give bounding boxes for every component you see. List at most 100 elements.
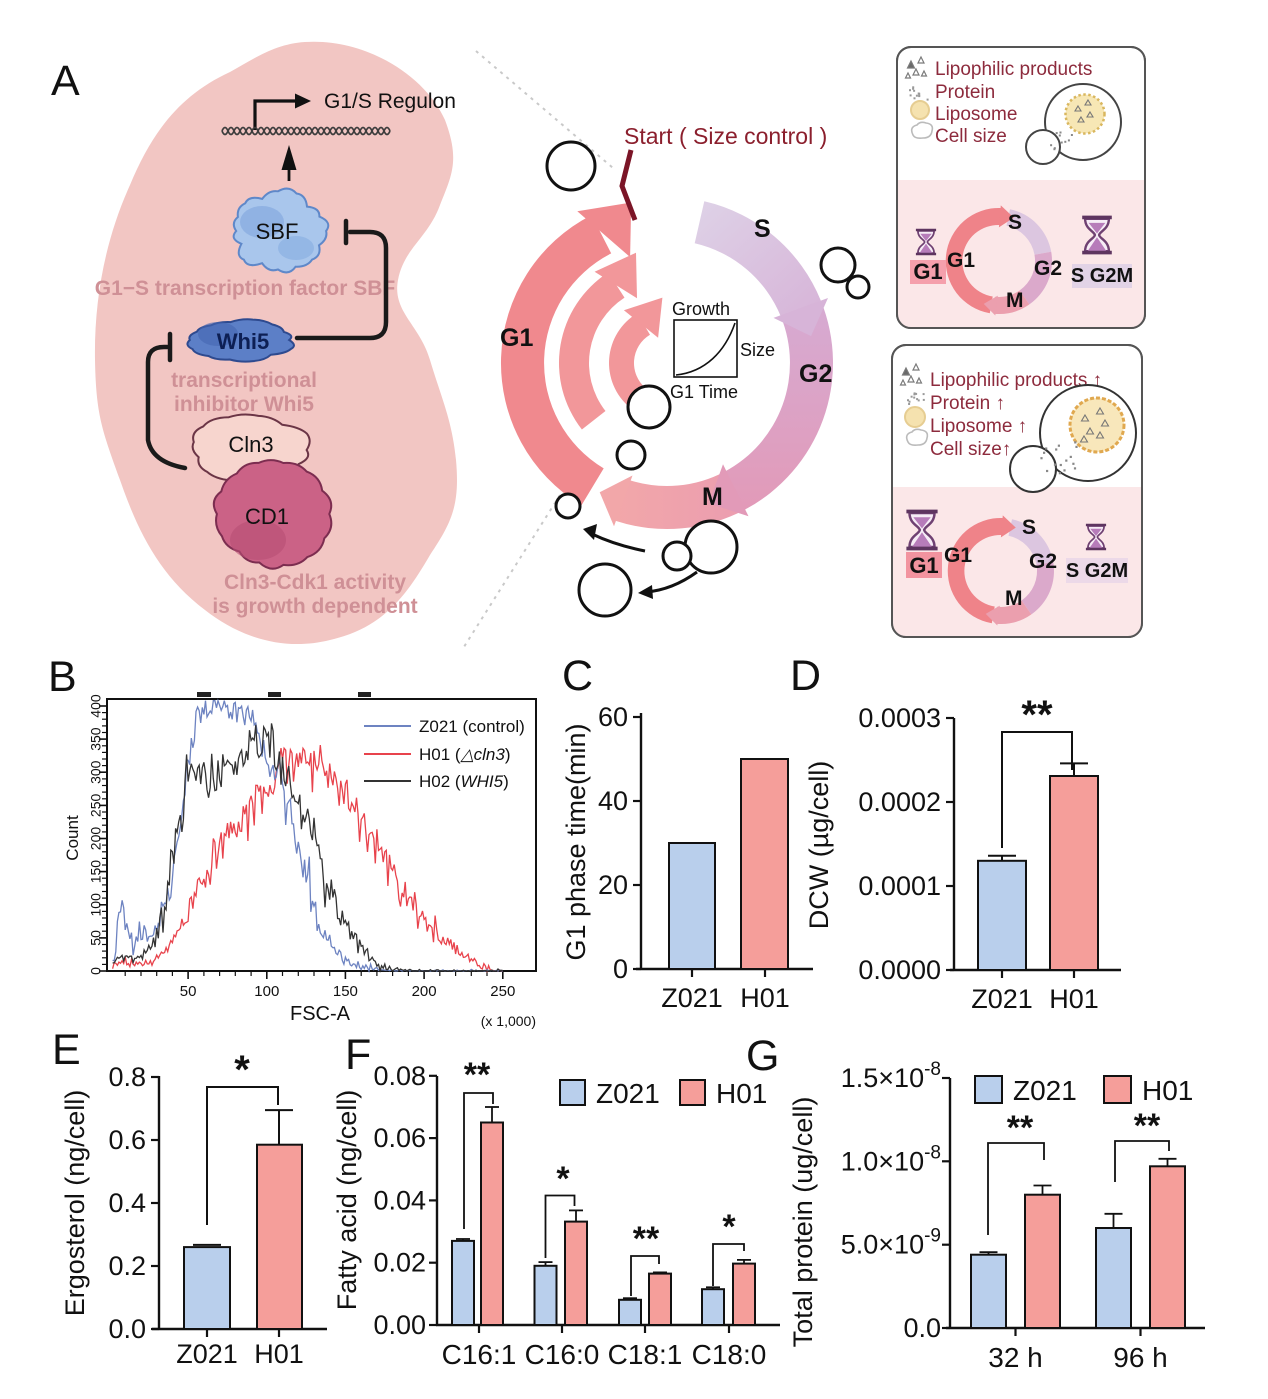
svg-text:200: 200: [412, 983, 437, 1000]
svg-text:Z021: Z021: [971, 984, 1033, 1014]
svg-text:C18:0: C18:0: [692, 1339, 767, 1370]
svg-text:Z021: Z021: [1013, 1075, 1077, 1106]
svg-text:Z021: Z021: [661, 983, 723, 1013]
svg-text:Z021 (control): Z021 (control): [419, 717, 525, 736]
svg-text:H01: H01: [740, 983, 790, 1013]
svg-text:CD1: CD1: [245, 504, 289, 529]
svg-text:Fatty acid (ng/cell): Fatty acid (ng/cell): [332, 1090, 362, 1311]
svg-text:D: D: [790, 652, 821, 700]
svg-text:*: *: [556, 1160, 570, 1198]
svg-text:G1: G1: [913, 259, 942, 284]
svg-text:*: *: [722, 1208, 736, 1246]
svg-text:0.4: 0.4: [108, 1188, 146, 1218]
svg-text:0.06: 0.06: [373, 1123, 426, 1153]
svg-text:100: 100: [254, 983, 279, 1000]
svg-text:H02 (WHI5): H02 (WHI5): [419, 772, 509, 791]
svg-text:Growth: Growth: [672, 299, 730, 319]
svg-text:150: 150: [88, 860, 104, 884]
svg-text:0.08: 0.08: [373, 1061, 426, 1091]
svg-text:60: 60: [598, 702, 628, 732]
svg-text:Cell size↑: Cell size↑: [930, 439, 1011, 460]
svg-text:100: 100: [88, 893, 104, 917]
svg-text:S: S: [754, 215, 771, 243]
svg-text:Start ( Size control ): Start ( Size control ): [624, 123, 827, 149]
svg-text:**: **: [1021, 693, 1053, 737]
svg-text:B: B: [48, 653, 77, 701]
svg-text:0.6: 0.6: [108, 1125, 146, 1155]
svg-text:200: 200: [88, 827, 104, 851]
svg-text:Count: Count: [63, 815, 82, 861]
svg-text:H01: H01: [254, 1339, 304, 1369]
svg-text:0.0001: 0.0001: [858, 871, 941, 901]
svg-text:Cell size: Cell size: [935, 126, 1007, 147]
svg-text:G2: G2: [799, 360, 832, 388]
svg-text:H01: H01: [1142, 1075, 1193, 1106]
svg-text:40: 40: [598, 786, 628, 816]
svg-text:Whi5: Whi5: [217, 329, 270, 354]
svg-text:0.0: 0.0: [903, 1313, 941, 1343]
svg-text:is growth dependent: is growth dependent: [212, 595, 417, 618]
svg-text:50: 50: [180, 983, 197, 1000]
svg-text:transcriptional: transcriptional: [171, 369, 317, 392]
svg-text:E: E: [52, 1026, 81, 1074]
svg-text:H01: H01: [1049, 984, 1099, 1014]
svg-text:20: 20: [598, 870, 628, 900]
svg-text:**: **: [633, 1220, 660, 1258]
svg-text:0.8: 0.8: [108, 1062, 146, 1092]
svg-text:Lipophilic products: Lipophilic products: [935, 59, 1092, 80]
svg-text:32 h: 32 h: [988, 1342, 1043, 1373]
svg-text:F: F: [345, 1031, 371, 1079]
svg-text:M: M: [1006, 289, 1024, 312]
svg-text:C16:0: C16:0: [525, 1339, 600, 1370]
svg-text:FSC-A: FSC-A: [290, 1003, 351, 1025]
svg-text:M: M: [1005, 587, 1023, 610]
svg-text:150: 150: [333, 983, 358, 1000]
svg-text:5.0×10-9: 5.0×10-9: [841, 1226, 941, 1260]
svg-text:A: A: [51, 57, 80, 105]
svg-text:**: **: [1134, 1107, 1161, 1145]
svg-text:G1 phase time(min): G1 phase time(min): [561, 723, 591, 960]
svg-text:**: **: [1007, 1109, 1034, 1147]
svg-text:Z021: Z021: [176, 1339, 238, 1369]
svg-text:Ergosterol (ng/cell): Ergosterol (ng/cell): [60, 1090, 90, 1317]
svg-text:0.0003: 0.0003: [858, 703, 941, 733]
svg-text:H01 (△cln3): H01 (△cln3): [419, 745, 511, 764]
svg-text:0.0000: 0.0000: [858, 955, 941, 985]
svg-text:G1: G1: [500, 324, 533, 352]
svg-text:Total protein (ug/cell): Total protein (ug/cell): [788, 1097, 818, 1348]
svg-text:Protein: Protein: [935, 82, 995, 103]
svg-text:400: 400: [88, 694, 104, 718]
svg-text:G1: G1: [947, 249, 975, 272]
svg-text:Protein ↑: Protein ↑: [930, 393, 1005, 414]
svg-text:G2: G2: [1029, 550, 1057, 573]
svg-text:M: M: [702, 483, 723, 511]
svg-text:DCW (µg/cell): DCW (µg/cell): [804, 761, 834, 930]
svg-text:S: S: [1022, 516, 1036, 539]
svg-text:0: 0: [88, 967, 104, 975]
svg-text:S G2M: S G2M: [1071, 265, 1133, 287]
svg-text:Liposome: Liposome: [935, 104, 1017, 125]
svg-text:0: 0: [613, 954, 628, 984]
svg-text:0.02: 0.02: [373, 1248, 426, 1278]
svg-text:Liposome ↑: Liposome ↑: [930, 416, 1027, 437]
svg-text:250: 250: [88, 794, 104, 818]
svg-text:0.0: 0.0: [108, 1314, 146, 1344]
svg-text:G1: G1: [944, 544, 972, 567]
svg-text:*: *: [234, 1048, 250, 1092]
svg-text:G1 Time: G1 Time: [670, 382, 738, 402]
svg-text:G2: G2: [1034, 257, 1062, 280]
svg-text:C16:1: C16:1: [442, 1339, 517, 1370]
svg-text:250: 250: [490, 983, 515, 1000]
svg-text:50: 50: [88, 930, 104, 946]
svg-text:G: G: [746, 1032, 779, 1080]
svg-text:0.04: 0.04: [373, 1185, 426, 1215]
svg-text:H01: H01: [716, 1078, 767, 1109]
svg-text:96 h: 96 h: [1113, 1342, 1168, 1373]
svg-text:0.0002: 0.0002: [858, 787, 941, 817]
svg-text:Cln3-Cdk1 activity: Cln3-Cdk1 activity: [224, 571, 406, 594]
svg-text:SBF: SBF: [256, 219, 299, 244]
svg-text:G1/S Regulon: G1/S Regulon: [324, 90, 456, 113]
svg-text:C: C: [562, 652, 593, 700]
svg-text:0.2: 0.2: [108, 1251, 146, 1281]
svg-text:S G2M: S G2M: [1066, 560, 1128, 582]
